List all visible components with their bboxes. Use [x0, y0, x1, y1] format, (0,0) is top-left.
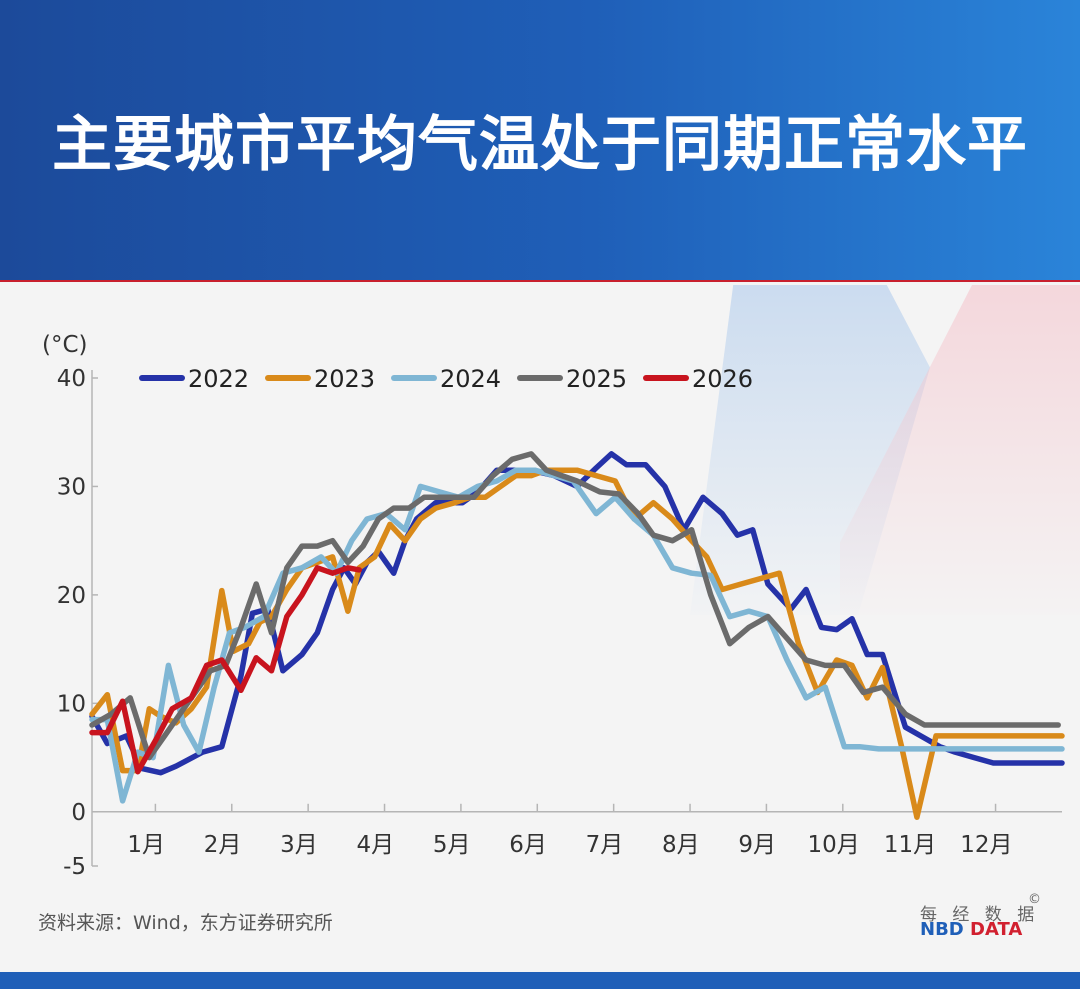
y-tick-label: 30 — [57, 474, 86, 500]
y-tick-label: -5 — [63, 854, 86, 880]
brand-logo-cn: 每 经 数 据 — [920, 905, 1040, 925]
x-tick-label: 11月 — [884, 832, 936, 858]
data-source-note: 资料来源：Wind，东方证券研究所 — [38, 912, 333, 934]
legend-label-2023: 2023 — [314, 365, 375, 393]
y-tick-label: 20 — [57, 583, 86, 609]
x-tick-label: 8月 — [662, 832, 700, 858]
header-banner — [0, 0, 1080, 280]
y-tick-label: 40 — [57, 366, 86, 392]
series-line-2025 — [89, 451, 1061, 761]
x-tick-label: 6月 — [509, 832, 547, 858]
copyright-mark: © — [1028, 892, 1041, 907]
series-line-2022 — [89, 451, 1065, 776]
y-unit-label: (°C) — [42, 332, 88, 358]
header-divider — [0, 280, 1080, 282]
series-line-2023 — [89, 467, 1065, 820]
x-tick-label: 7月 — [586, 832, 624, 858]
legend-label-2025: 2025 — [566, 365, 627, 393]
line-chart: 40 30 20 10 0 -5 (°C) 1月 2月 3月 4月 5月 6月 7月 8月 9月 10月 11月 1… — [42, 332, 1065, 880]
x-tick-label: 1月 — [127, 832, 165, 858]
x-tick-label: 12月 — [960, 832, 1012, 858]
brand-data: DATA — [963, 919, 1023, 940]
x-tick-label: 5月 — [433, 832, 471, 858]
x-tick-label: 10月 — [807, 832, 859, 858]
x-tick-label: 9月 — [738, 832, 776, 858]
x-tick-label: 2月 — [204, 832, 242, 858]
legend-label-2026: 2026 — [692, 365, 753, 393]
y-tick-label: 0 — [71, 800, 86, 826]
legend-label-2024: 2024 — [440, 365, 501, 393]
series-line-2026 — [89, 565, 363, 775]
legend-label-2022: 2022 — [188, 365, 249, 393]
y-tick-label: 10 — [57, 691, 86, 717]
brand-nbd: NBD — [920, 919, 964, 940]
footer-bar — [0, 972, 1080, 989]
brand-logo-en: NBD DATA — [920, 919, 1022, 940]
chart-title: 主要城市平均气温处于同期正常水平 — [52, 110, 1028, 180]
x-tick-label: 4月 — [357, 832, 395, 858]
x-tick-label: 3月 — [280, 832, 318, 858]
